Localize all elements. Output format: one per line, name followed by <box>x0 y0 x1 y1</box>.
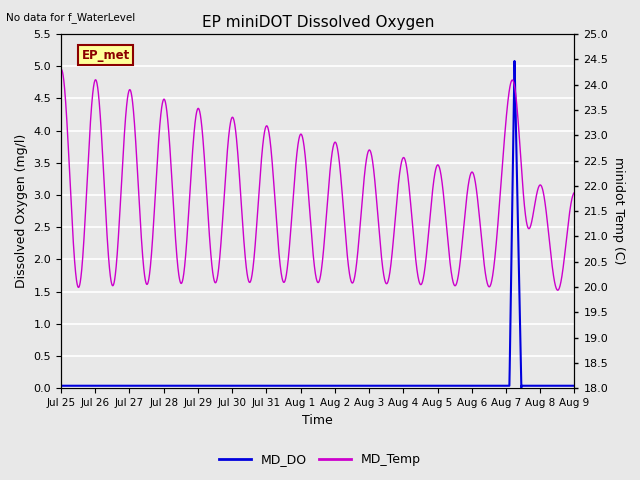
Legend: MD_DO, MD_Temp: MD_DO, MD_Temp <box>214 448 426 471</box>
Title: EP miniDOT Dissolved Oxygen: EP miniDOT Dissolved Oxygen <box>202 15 434 30</box>
Text: No data for f_WaterLevel: No data for f_WaterLevel <box>6 12 136 23</box>
Y-axis label: minidot Temp (C): minidot Temp (C) <box>612 157 625 265</box>
Text: EP_met: EP_met <box>81 49 130 62</box>
Y-axis label: Dissolved Oxygen (mg/l): Dissolved Oxygen (mg/l) <box>15 134 28 288</box>
X-axis label: Time: Time <box>302 414 333 427</box>
